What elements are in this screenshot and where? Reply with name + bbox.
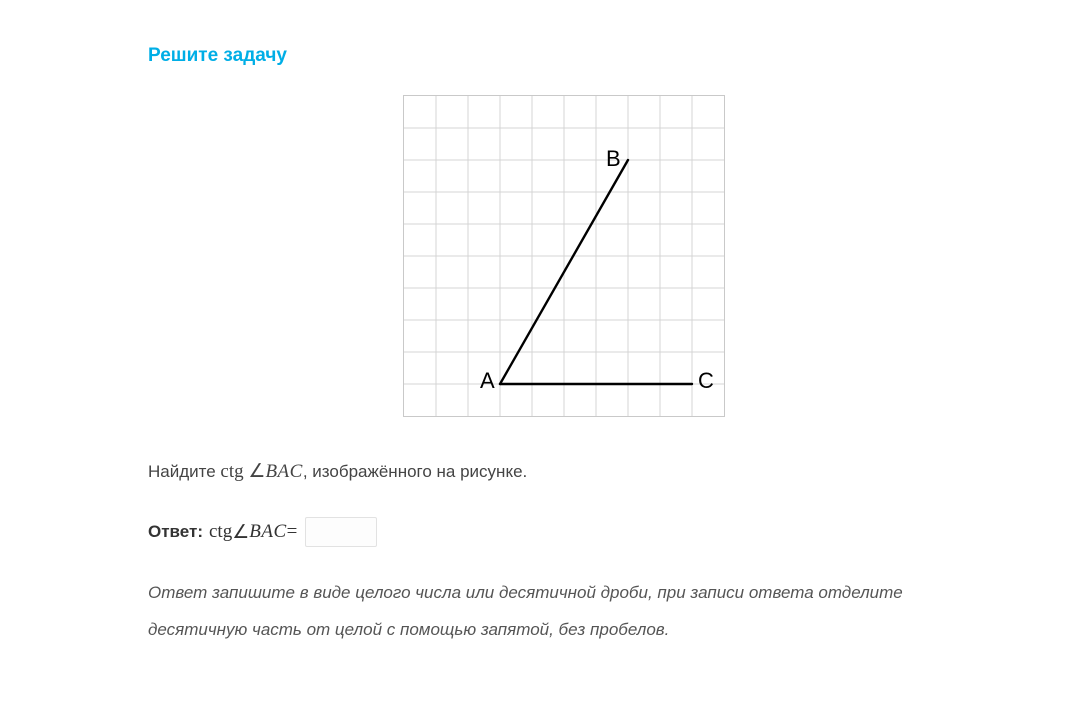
answer-row: Ответ: ctg ∠BAC = (148, 517, 948, 547)
angle-diagram: A B C (404, 96, 724, 416)
figure-border: A B C (403, 95, 725, 417)
answer-fn: ctg (209, 521, 232, 543)
answer-input[interactable] (305, 517, 377, 547)
question-fn: ctg (220, 461, 243, 482)
question-text: Найдите ctg ∠BAC, изображённого на рисун… (148, 457, 948, 487)
svg-text:C: C (698, 368, 714, 393)
angle-symbol: ∠ (244, 461, 266, 482)
question-angle: BAC (265, 461, 302, 482)
question-suffix: , изображённого на рисунке. (303, 462, 527, 481)
angle-symbol: ∠ (232, 521, 249, 544)
task-heading: Решите задачу (148, 45, 948, 67)
answer-hint: Ответ запишите в виде целого числа или д… (148, 575, 948, 648)
svg-text:A: A (480, 368, 495, 393)
answer-angle: BAC (249, 521, 286, 543)
question-prefix: Найдите (148, 462, 220, 481)
svg-text:B: B (606, 146, 621, 171)
figure-container: A B C (148, 95, 948, 417)
answer-label: Ответ: (148, 522, 203, 542)
answer-equals: = (287, 521, 298, 543)
